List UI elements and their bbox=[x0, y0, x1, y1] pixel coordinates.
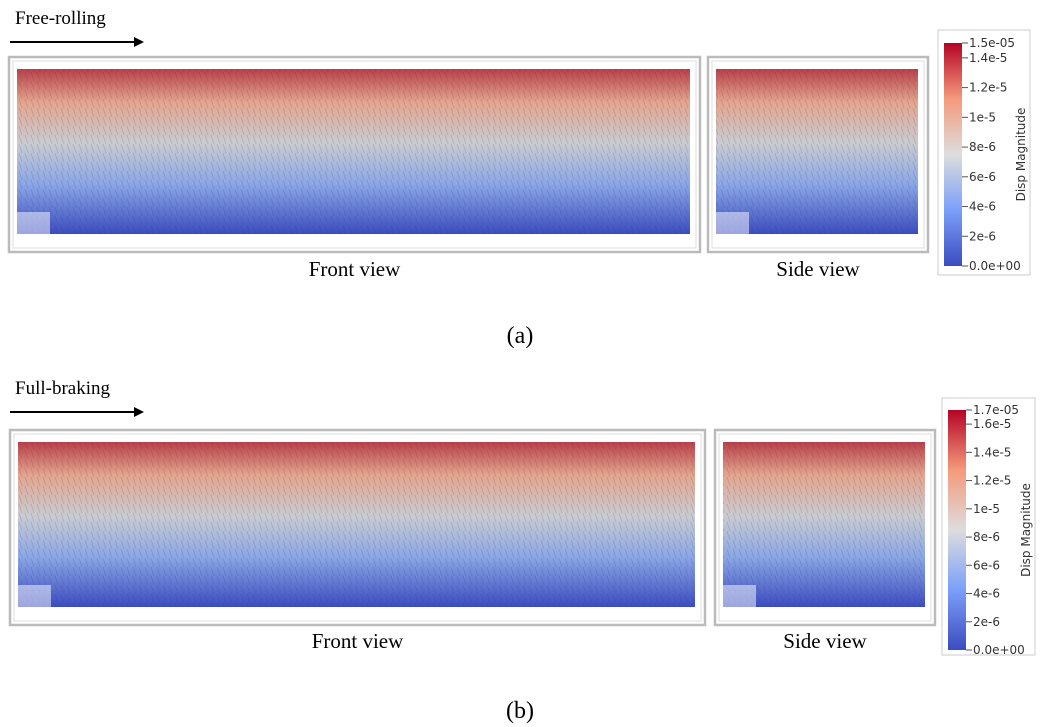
colorbar bbox=[944, 43, 962, 266]
front-view-inner bbox=[12, 60, 697, 249]
colorbar-tick-label: 1.6e-5 bbox=[973, 417, 1011, 431]
colorbar-title: Disp Magnitude bbox=[1014, 108, 1028, 202]
front-caption: Front view bbox=[312, 629, 404, 653]
colorbar-tick-label: 1.4e-5 bbox=[969, 51, 1007, 65]
colorbar-tick-label: 6e-6 bbox=[969, 170, 996, 184]
colorbar-tick-label: 8e-6 bbox=[969, 140, 996, 154]
front-view-texture bbox=[18, 442, 695, 607]
side-caption: Side view bbox=[783, 629, 867, 653]
side-axes-widget bbox=[720, 585, 756, 619]
arrow-head bbox=[134, 37, 144, 47]
condition-label: Full-braking bbox=[15, 378, 110, 399]
colorbar-tick-label: 0.0e+00 bbox=[969, 259, 1021, 273]
colorbar-tick-label: 1.7e-05 bbox=[973, 403, 1019, 417]
condition-label: Free-rolling bbox=[15, 8, 106, 29]
colorbar bbox=[948, 410, 966, 650]
side-view-inner bbox=[711, 60, 925, 249]
front-caption: Front view bbox=[309, 257, 401, 281]
colorbar-tick-label: 1e-5 bbox=[969, 110, 996, 124]
arrow-head bbox=[134, 407, 144, 417]
colorbar-tick-label: 1.5e-05 bbox=[969, 36, 1015, 50]
colorbar-tick-label: 1.2e-5 bbox=[973, 474, 1011, 488]
side-view-inner bbox=[718, 433, 932, 622]
colorbar-tick-label: 6e-6 bbox=[973, 558, 1000, 572]
colorbar-tick-label: 4e-6 bbox=[973, 587, 1000, 601]
colorbar-tick-label: 4e-6 bbox=[969, 200, 996, 214]
colorbar-title: Disp Magnitude bbox=[1019, 483, 1033, 577]
colorbar-tick-label: 1e-5 bbox=[973, 502, 1000, 516]
side-caption: Side view bbox=[776, 257, 860, 281]
panel-caption: (b) bbox=[506, 698, 534, 724]
colorbar-tick-label: 2e-6 bbox=[969, 229, 996, 243]
side-view-texture bbox=[723, 442, 925, 607]
colorbar-tick-label: 8e-6 bbox=[973, 530, 1000, 544]
side-view-texture bbox=[716, 69, 918, 234]
side-axes-widget bbox=[713, 212, 749, 246]
front-axes-widget bbox=[14, 212, 50, 246]
colorbar-tick-label: 1.2e-5 bbox=[969, 81, 1007, 95]
front-view-inner bbox=[13, 433, 702, 622]
colorbar-tick-label: 0.0e+00 bbox=[973, 643, 1025, 657]
front-axes-widget bbox=[15, 585, 51, 619]
colorbar-tick-label: 2e-6 bbox=[973, 615, 1000, 629]
colorbar-tick-label: 1.4e-5 bbox=[973, 445, 1011, 459]
panel-caption: (a) bbox=[507, 323, 534, 349]
front-view-texture bbox=[17, 69, 690, 234]
